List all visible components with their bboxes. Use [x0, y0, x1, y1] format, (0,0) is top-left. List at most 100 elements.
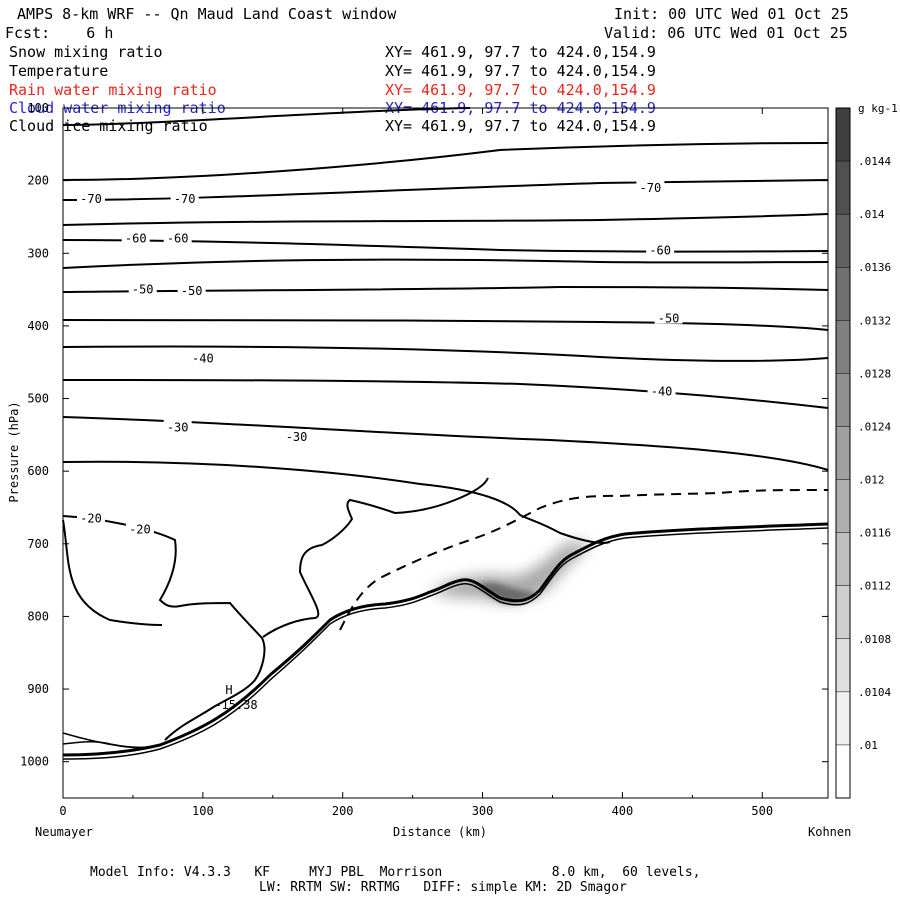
- x-axis-label: Distance (km): [393, 825, 487, 839]
- y-axis-label: Pressure (hPa): [7, 401, 21, 502]
- y-tick-label: 700: [27, 537, 49, 551]
- contour-label-bg: [177, 283, 206, 297]
- field-coords: XY= 461.9, 97.7 to 424.0,154.9: [385, 62, 656, 80]
- contour-label: -50: [181, 284, 203, 298]
- y-tick-label: 400: [27, 319, 49, 333]
- footer-physics-info: LW: RRTM SW: RRTMG DIFF: simple KM: 2D S…: [259, 880, 627, 895]
- y-tick-label: 500: [27, 392, 49, 406]
- contour-label-bg: [636, 179, 665, 193]
- field-coords: XY= 461.9, 97.7 to 424.0,154.9: [385, 81, 656, 99]
- contour-label-bg: [646, 242, 675, 256]
- contour-label-bg: [647, 383, 676, 397]
- contour-label: -40: [192, 352, 214, 366]
- contour-label: -50: [132, 283, 154, 297]
- contour-label: -20: [129, 522, 151, 536]
- contour-label: -30: [167, 421, 189, 435]
- x-tick-label: 400: [612, 804, 634, 818]
- forecast-hour: Fcst: 6 h: [5, 24, 114, 42]
- y-tick-label: 900: [27, 682, 49, 696]
- x-axis-ticks: 0 100 200 300 400 500: [59, 108, 773, 818]
- snow-mixing-shading: [430, 541, 590, 603]
- contour-label-bg: [163, 230, 192, 244]
- y-tick-label: 200: [27, 174, 49, 188]
- contour-label: -30: [286, 430, 308, 444]
- field-name: Rain water mixing ratio: [9, 81, 217, 99]
- contour-label-bg: [128, 281, 157, 295]
- colorbar-tick-label: .014: [858, 208, 885, 221]
- contour-label: -20: [80, 511, 102, 525]
- colorbar-swatch: [836, 744, 850, 799]
- colorbar-swatch: [836, 585, 850, 640]
- colorbar-swatch: [836, 479, 850, 534]
- contour-label-bg: [654, 310, 683, 324]
- colorbar-swatch: [836, 532, 850, 587]
- footer-model-info: Model Info: V4.3.3 KF MYJ PBL Morrison 8…: [90, 865, 701, 880]
- right-endpoint-label: Kohnen: [808, 825, 851, 839]
- colorbar-swatch: [836, 426, 850, 481]
- field-coords: XY= 461.9, 97.7 to 424.0,154.9: [385, 117, 656, 135]
- colorbar-tick-label: .0144: [858, 155, 891, 168]
- contour-label: -60: [125, 232, 147, 246]
- colorbar: g kg-1 .0144 .014 .0136 .0132 .0128 .0124 .012…: [835, 102, 898, 799]
- colorbar-swatch: [836, 214, 850, 268]
- x-tick-label: 500: [751, 804, 773, 818]
- colorbar-swatch: [836, 638, 850, 693]
- plot-frame: [62, 107, 829, 799]
- contour-label-bg: [282, 429, 311, 443]
- contour-label: -70: [174, 192, 196, 206]
- left-endpoint-label: Neumayer: [35, 825, 93, 839]
- contour-label: -50: [658, 312, 680, 326]
- y-tick-label: 300: [27, 246, 49, 260]
- colorbar-frame: [835, 107, 851, 799]
- colorbar-tick-label: .01: [858, 739, 878, 752]
- colorbar-swatch: [836, 320, 850, 374]
- high-marker-value: -15.38: [214, 698, 257, 712]
- contour-label-bg: [188, 350, 217, 364]
- y-tick-label: 1000: [20, 755, 49, 769]
- colorbar-tick-label: .0104: [858, 686, 891, 699]
- dashed-isotherm: [339, 489, 829, 631]
- temperature-contours: [62, 107, 829, 741]
- contour-label-bg: [76, 510, 105, 524]
- contour-label-bg: [76, 190, 105, 204]
- colorbar-tick-label: .0116: [858, 527, 891, 540]
- contour-label: -70: [80, 192, 102, 206]
- colorbar-swatch: [836, 108, 850, 162]
- x-tick-label: 300: [472, 804, 494, 818]
- y-tick-label: 100: [27, 101, 49, 115]
- colorbar-unit: g kg-1: [858, 102, 898, 115]
- colorbar-tick-label: .0128: [858, 367, 891, 380]
- colorbar-tick-label: .0136: [858, 261, 891, 274]
- x-tick-label: 100: [192, 804, 214, 818]
- colorbar-tick-label: .0108: [858, 633, 891, 646]
- x-tick-label: 0: [59, 804, 66, 818]
- init-time: Init: 00 UTC Wed 01 Oct 25: [614, 5, 849, 23]
- field-name: Temperature: [9, 62, 109, 80]
- contour-label-bg: [125, 521, 154, 535]
- y-tick-label: 600: [27, 464, 49, 478]
- field-name: Snow mixing ratio: [9, 43, 163, 61]
- field-coords: XY= 461.9, 97.7 to 424.0,154.9: [385, 43, 656, 61]
- colorbar-swatch: [836, 373, 850, 427]
- y-tick-label: 800: [27, 609, 49, 623]
- contour-label: -40: [651, 384, 673, 398]
- chart-title: AMPS 8-km WRF -- Qn Maud Land Coast wind…: [17, 5, 397, 23]
- colorbar-tick-label: .0132: [858, 314, 891, 327]
- contour-label-bg: [163, 419, 192, 433]
- contour-label: -60: [167, 232, 189, 246]
- colorbar-swatch: [836, 161, 850, 215]
- contour-label: -70: [640, 181, 662, 195]
- terrain-outline: [62, 522, 829, 760]
- y-axis-ticks: 100 200 300 400 500 600 700 800 900 1000: [20, 101, 828, 769]
- contour-label-bg: [170, 190, 199, 204]
- colorbar-tick-label: .0124: [858, 420, 891, 433]
- contour-labels: -70 -70 -70 -60 -60 -60 -50 -50 -50 -40 -40 -30 -30 -…: [76, 179, 683, 536]
- x-tick-label: 200: [332, 804, 354, 818]
- contour-label-bg: [121, 230, 150, 244]
- contour-label: -60: [649, 243, 671, 257]
- colorbar-tick-label: .0112: [858, 580, 891, 593]
- colorbar-tick-label: .012: [858, 474, 885, 487]
- valid-time: Valid: 06 UTC Wed 01 Oct 25: [604, 24, 848, 42]
- colorbar-swatch: [836, 691, 850, 746]
